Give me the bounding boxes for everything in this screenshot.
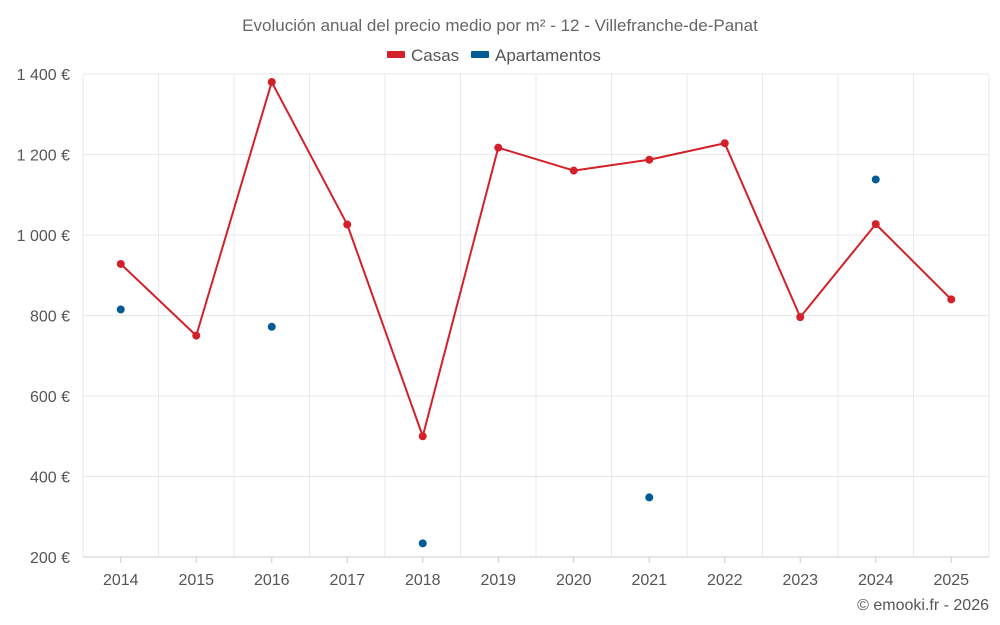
- series-line-casas: [120, 81, 952, 438]
- x-tick-label: 2023: [782, 572, 818, 589]
- y-tick-label: 400 €: [30, 470, 70, 487]
- x-tick-label: 2024: [858, 572, 894, 589]
- chart-title: Evolución anual del precio medio por m² …: [242, 16, 758, 35]
- x-tick-label: 2021: [631, 572, 667, 589]
- data-point-casas[interactable]: [267, 78, 276, 87]
- x-tick-label: 2017: [329, 572, 365, 589]
- data-point-apartamentos[interactable]: [267, 322, 276, 331]
- x-axis: 2014 2015 2016 2017 2018 2019 2020 2021 2022 2023…: [103, 557, 969, 589]
- credit: © emooki.fr - 2026: [857, 597, 989, 614]
- data-point-casas[interactable]: [116, 259, 125, 268]
- data-point-casas[interactable]: [720, 139, 729, 148]
- y-tick-label: 1 000 €: [17, 228, 70, 245]
- plot-area: [116, 78, 956, 548]
- legend-item-casas[interactable]: Casas: [387, 46, 459, 65]
- legend-swatch-casas: [387, 51, 405, 58]
- x-tick-label: 2022: [707, 572, 743, 589]
- x-tick-label: 2018: [405, 572, 441, 589]
- data-point-casas[interactable]: [192, 331, 201, 340]
- data-point-casas[interactable]: [796, 313, 805, 322]
- y-tick-label: 600 €: [30, 389, 70, 406]
- y-tick-label: 200 €: [30, 550, 70, 567]
- x-tick-label: 2019: [480, 572, 516, 589]
- data-point-apartamentos[interactable]: [645, 493, 654, 502]
- data-point-casas[interactable]: [569, 166, 578, 175]
- y-tick-label: 800 €: [30, 309, 70, 326]
- x-tick-label: 2025: [933, 572, 969, 589]
- legend[interactable]: Casas Apartamentos: [387, 46, 601, 65]
- data-point-casas[interactable]: [871, 220, 880, 229]
- legend-label-casas: Casas: [411, 46, 459, 65]
- y-axis: 200 € 400 € 600 € 800 € 1 000 € 1 200 € 1 400 …: [17, 67, 70, 567]
- x-tick-label: 2015: [178, 572, 214, 589]
- series-casas: [116, 78, 956, 441]
- x-tick-label: 2020: [556, 572, 592, 589]
- data-point-apartamentos[interactable]: [871, 175, 880, 184]
- data-point-casas[interactable]: [645, 155, 654, 164]
- y-tick-label: 1 400 €: [17, 67, 70, 84]
- data-point-casas[interactable]: [418, 432, 427, 441]
- gridlines: [82, 73, 990, 558]
- data-point-apartamentos[interactable]: [116, 305, 125, 314]
- legend-label-apartamentos: Apartamentos: [495, 46, 601, 65]
- x-tick-label: 2016: [254, 572, 290, 589]
- y-tick-label: 1 200 €: [17, 148, 70, 165]
- data-point-casas[interactable]: [494, 143, 503, 152]
- data-point-apartamentos[interactable]: [418, 539, 427, 548]
- legend-item-apartamentos[interactable]: Apartamentos: [471, 46, 601, 65]
- legend-swatch-apartamentos: [471, 51, 489, 58]
- data-point-casas[interactable]: [947, 295, 956, 304]
- x-tick-label: 2014: [103, 572, 139, 589]
- series-apartamentos: [116, 175, 880, 548]
- data-point-casas[interactable]: [343, 220, 352, 229]
